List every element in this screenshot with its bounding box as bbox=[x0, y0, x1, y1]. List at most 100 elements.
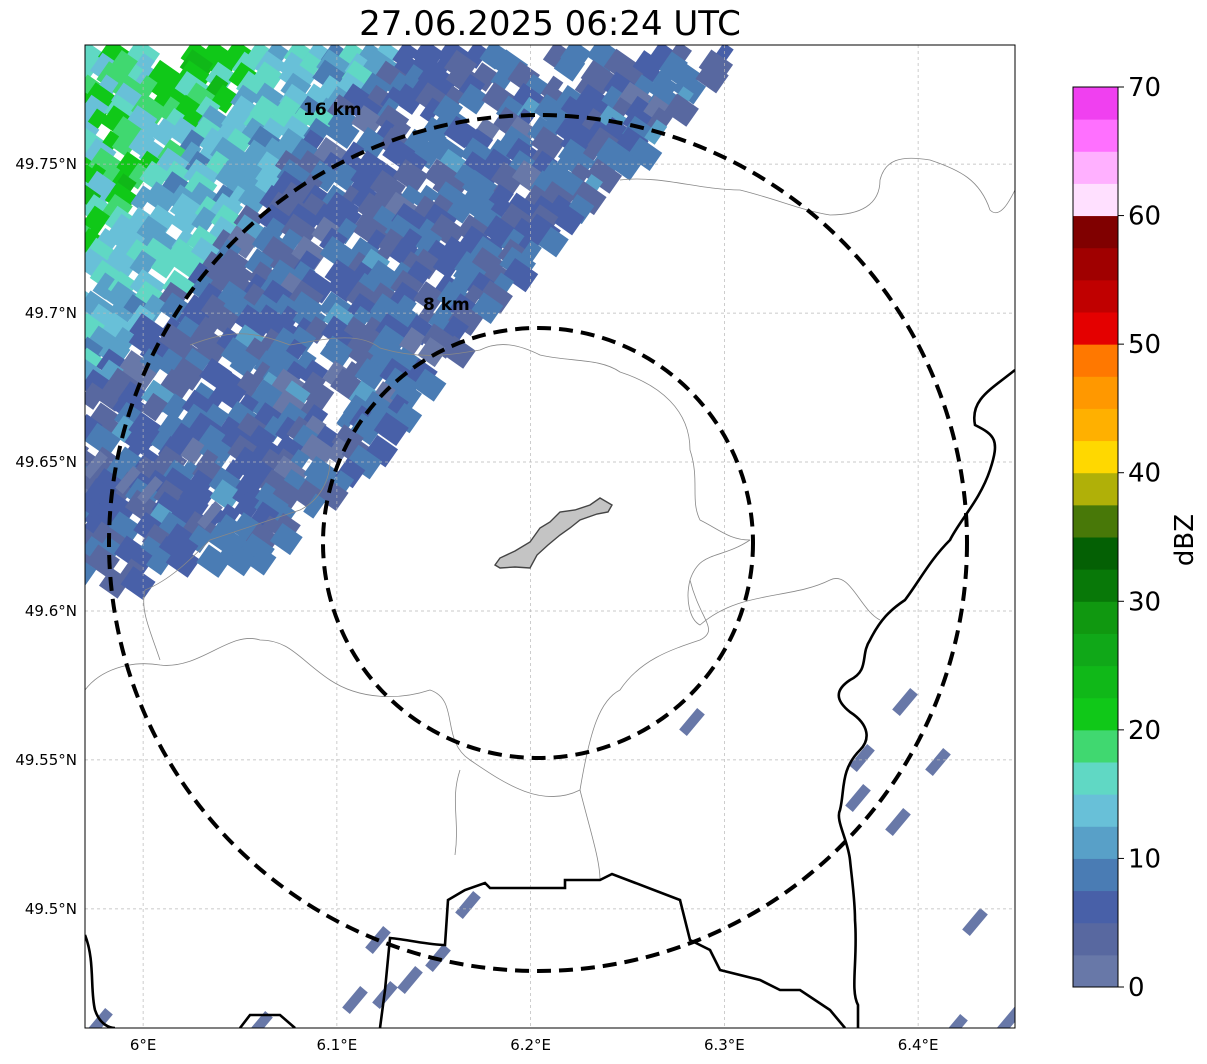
radar-echo-cell bbox=[490, 63, 517, 91]
map-title: 27.06.2025 06:24 UTC bbox=[359, 4, 741, 44]
radar-echo-cell bbox=[530, 126, 566, 160]
urban-area-polygon bbox=[493, 497, 613, 569]
radar-echo-cell bbox=[330, 161, 360, 192]
radar-echo-cell bbox=[143, 181, 179, 215]
radar-echo-cell bbox=[446, 194, 476, 224]
radar-echo-cell bbox=[145, 546, 174, 576]
radar-echo-cell bbox=[492, 106, 521, 136]
radar-echo-cell bbox=[53, 470, 81, 499]
radar-echo-cell bbox=[307, 160, 340, 193]
radar-echo-cell bbox=[664, 93, 699, 127]
radar-echo-cell bbox=[286, 416, 311, 443]
radar-echo-cell bbox=[169, 204, 202, 236]
radar-echo-cell bbox=[479, 45, 508, 70]
radar-echo-cell bbox=[115, 466, 141, 494]
colorbar-tick-label: 50 bbox=[1128, 330, 1161, 360]
ring-label-16-km: 16 km bbox=[303, 100, 362, 120]
colorbar-ticks: 0 10 20 30 40 50 60 70 bbox=[1118, 73, 1161, 1003]
radar-echo-cell bbox=[336, 405, 359, 431]
colorbar-tick-label: 40 bbox=[1128, 459, 1161, 489]
radar-echo-cell bbox=[342, 986, 368, 1014]
radar-echo-cell bbox=[85, 62, 89, 93]
radar-echo-cell bbox=[441, 335, 476, 369]
national-borders bbox=[85, 368, 1015, 1028]
radar-echo-cell bbox=[53, 338, 81, 367]
radar-echo-cell bbox=[53, 227, 83, 257]
radar-echo-cell bbox=[448, 302, 484, 337]
radar-echo-cell bbox=[346, 328, 370, 354]
radar-echo-cell bbox=[355, 126, 389, 160]
map-gridlines bbox=[85, 45, 1015, 1028]
colorbar-segment bbox=[1073, 794, 1118, 827]
radar-echo-cell bbox=[627, 137, 663, 171]
y-tick-label: 49.55°N bbox=[15, 751, 77, 769]
ring-label-8-km: 8 km bbox=[423, 295, 470, 315]
radar-echo-cell bbox=[259, 184, 284, 212]
radar-echo-cell bbox=[58, 131, 81, 156]
colorbar-label: dBZ bbox=[1170, 514, 1200, 566]
radar-echo-cell bbox=[52, 405, 76, 431]
radar-echo-cell bbox=[229, 348, 260, 379]
radar-echo-cell bbox=[58, 570, 83, 597]
radar-echo-cell bbox=[321, 315, 350, 345]
range-ring-8-km bbox=[321, 326, 755, 760]
colorbar-segment bbox=[1073, 954, 1118, 988]
radar-echo-cell bbox=[322, 360, 348, 388]
radar-echo-cell bbox=[58, 43, 80, 68]
radar-echo-cell bbox=[85, 556, 97, 588]
radar-echo-cell bbox=[124, 489, 159, 523]
radar-echo-cell bbox=[209, 479, 242, 511]
radar-echo-cell bbox=[351, 105, 384, 138]
national-border-east-river bbox=[837, 368, 1015, 1028]
radar-echo-cell bbox=[885, 808, 911, 836]
radar-echo-cell bbox=[58, 350, 83, 377]
radar-echo-cell bbox=[248, 546, 277, 576]
radar-echo-cell bbox=[455, 891, 481, 919]
radar-echo-cell bbox=[223, 225, 259, 259]
colorbar-segment bbox=[1073, 183, 1118, 217]
radar-echo-cell bbox=[397, 966, 423, 994]
radar-echo-cell bbox=[399, 327, 427, 356]
regional-border-south bbox=[579, 579, 709, 881]
x-tick-label: 6.1°E bbox=[316, 1036, 357, 1054]
radar-echo-cell bbox=[85, 379, 90, 414]
radar-echo-cell bbox=[538, 226, 569, 258]
radar-echo-cell bbox=[892, 688, 918, 716]
colorbar-segment bbox=[1073, 504, 1118, 538]
colorbar-tick-label: 60 bbox=[1128, 202, 1161, 232]
radar-echo-cell bbox=[297, 268, 335, 304]
radar-echo-cell bbox=[389, 380, 423, 412]
radar-echo-cell bbox=[85, 449, 96, 475]
radar-echo-cell bbox=[128, 129, 156, 158]
radar-echo-cell bbox=[52, 559, 76, 585]
radar-echo-cell bbox=[695, 60, 729, 94]
radar-echo-cell bbox=[87, 1008, 113, 1028]
colorbar-tick-label: 30 bbox=[1128, 587, 1161, 617]
y-tick-label: 49.7°N bbox=[25, 304, 77, 322]
radar-echo-cell bbox=[679, 708, 705, 736]
radar-echo-cell bbox=[131, 92, 168, 128]
radar-echo-cell bbox=[85, 50, 100, 82]
radar-echo-cell bbox=[191, 206, 218, 234]
x-tick-label: 6.3°E bbox=[704, 1036, 745, 1054]
radar-echo-cell bbox=[311, 216, 340, 246]
radar-echo-cell bbox=[584, 158, 623, 194]
radar-echo-cell bbox=[92, 272, 119, 300]
radar-echo-cell bbox=[130, 185, 154, 211]
radar-echo-cell bbox=[391, 203, 427, 238]
colorbar-segment bbox=[1073, 119, 1118, 152]
radar-echo-cell bbox=[111, 128, 140, 158]
y-tick-label: 49.6°N bbox=[25, 602, 77, 620]
radar-echo-cell bbox=[925, 748, 951, 776]
colorbar-segment bbox=[1073, 247, 1118, 281]
radar-echo-cell bbox=[197, 501, 223, 529]
radar-echo-cell bbox=[139, 160, 170, 192]
colorbar-segment bbox=[1073, 440, 1118, 474]
colorbar-segment bbox=[1073, 890, 1118, 924]
radar-echo-cell bbox=[85, 194, 89, 225]
regional-border-lower-west bbox=[143, 589, 161, 661]
radar-echo-cell bbox=[114, 535, 143, 565]
radar-echo-cell bbox=[170, 357, 206, 391]
radar-echo-cell bbox=[220, 382, 247, 410]
